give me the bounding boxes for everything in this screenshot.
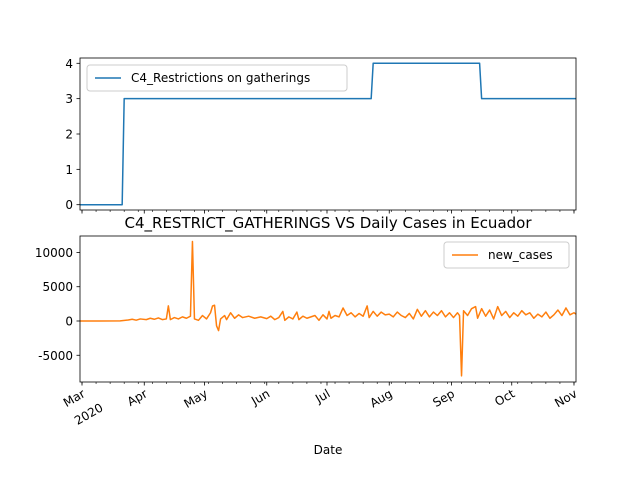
top-plot-frame (79, 57, 577, 211)
top-y-axis: 0 1 2 3 4 (65, 57, 80, 212)
x-tick-label: Nov (552, 386, 579, 410)
x-tick-label: Apr (125, 386, 150, 409)
top-x-axis (81, 210, 575, 214)
x-tick-label: Jul (312, 386, 332, 406)
chart-title: C4_RESTRICT_GATHERINGS VS Daily Cases in… (125, 214, 533, 233)
top-legend-label: C4_Restrictions on gatherings (131, 71, 310, 85)
x-axis-label: Date (314, 443, 343, 457)
y-tick-label: 0 (65, 314, 73, 328)
bottom-panel: C4_RESTRICT_GATHERINGS VS Daily Cases in… (35, 214, 580, 457)
top-legend-box (86, 64, 348, 92)
bottom-legend: new_cases (443, 241, 570, 269)
top-series-group (80, 62, 576, 206)
top-panel: 0 1 2 3 4 C4_Restrictions on gatherings (65, 57, 577, 214)
y-tick-label: 3 (65, 92, 73, 106)
x-tick-label: Oct (492, 386, 517, 409)
x-tick-label: Jun (248, 386, 272, 408)
y-tick-label: 5000 (42, 280, 73, 294)
x-tick-label: Mar (61, 386, 88, 409)
top-legend: C4_Restrictions on gatherings (86, 64, 348, 92)
y-tick-label: -5000 (38, 349, 73, 363)
y-tick-label: 10000 (35, 246, 73, 260)
bottom-plot-frame (79, 235, 577, 383)
bottom-series-group (80, 240, 577, 377)
y-tick-label: 4 (65, 57, 73, 71)
y-tick-label: 2 (65, 128, 73, 142)
x-tick-label: May (182, 386, 210, 411)
y-tick-label: 1 (65, 163, 73, 177)
series-line (80, 240, 577, 377)
x-tick-label: Sep (430, 386, 457, 409)
bottom-y-axis: -5000 0 5000 10000 (35, 246, 80, 363)
x-tick-label: Aug (367, 386, 394, 410)
bottom-legend-label: new_cases (488, 248, 553, 262)
bottom-legend-box (443, 241, 570, 269)
series-line (80, 62, 576, 206)
y-tick-label: 0 (65, 198, 73, 212)
